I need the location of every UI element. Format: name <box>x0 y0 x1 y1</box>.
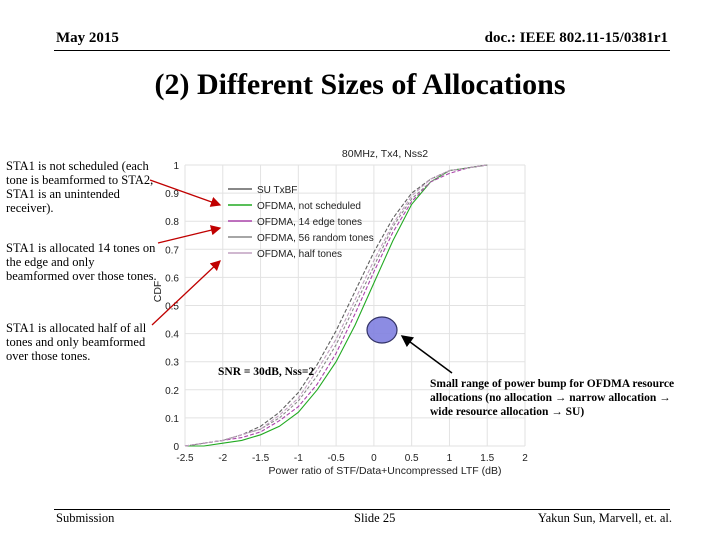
y-tick-label: 0.4 <box>165 330 179 341</box>
header-divider <box>54 50 670 51</box>
x-tick-label: -2 <box>218 453 227 464</box>
legend-entry: SU TxBF <box>257 185 297 196</box>
chart-title: 80MHz, Tx4, Nss2 <box>342 148 428 160</box>
power-bump-note: Small range of power bump for OFDMA reso… <box>430 378 675 418</box>
y-tick-label: 0.3 <box>165 358 179 369</box>
y-tick-label: 0.1 <box>165 414 179 425</box>
legend-entry: OFDMA, 14 edge tones <box>257 217 362 228</box>
y-tick-label: 1 <box>173 161 179 172</box>
slide-title: (2) Different Sizes of Allocations <box>154 68 566 101</box>
note-arrow-3 <box>151 260 221 326</box>
y-tick-label: 0.6 <box>165 273 179 284</box>
snr-label: SNR = 30dB, Nss=2 <box>218 366 315 378</box>
note-edge-tones: STA1 is allocated 14 tones on the edge a… <box>6 241 157 283</box>
y-axis-label: CDF <box>152 281 164 303</box>
y-tick-label: 0.2 <box>165 386 179 397</box>
note-arrow-1 <box>149 179 222 207</box>
x-tick-label: -2.5 <box>176 453 194 464</box>
x-tick-label: 0 <box>371 453 377 464</box>
legend-entry: OFDMA, half tones <box>257 249 342 260</box>
x-tick-label: 1 <box>447 453 453 464</box>
x-tick-label: -1 <box>294 453 303 464</box>
x-tick-label: 0.5 <box>405 453 419 464</box>
header-date: May 2015 <box>56 30 119 46</box>
y-tick-label: 0.5 <box>165 302 179 313</box>
y-tick-label: 0 <box>173 442 179 453</box>
footer-submission: Submission <box>56 511 115 525</box>
x-tick-label: 1.5 <box>480 453 494 464</box>
y-tick-label: 0.9 <box>165 189 179 200</box>
series-line-3 <box>184 164 488 447</box>
legend-entry: OFDMA, 56 random tones <box>257 233 374 244</box>
header-doc-id: doc.: IEEE 802.11-15/0381r1 <box>484 30 668 46</box>
x-tick-label: 2 <box>522 453 528 464</box>
series-line-5 <box>184 164 488 447</box>
note-half-tones: STA1 is allocated half of all tones and … <box>6 321 147 363</box>
note-arrow-2 <box>157 225 222 244</box>
bump-arrow <box>400 335 453 374</box>
y-tick-label: 0.8 <box>165 217 179 228</box>
footer-divider <box>54 509 670 510</box>
note-not-scheduled: STA1 is not scheduled (each tone is beam… <box>6 159 154 215</box>
footer-author: Yakun Sun, Marvell, et. al. <box>537 511 672 525</box>
x-tick-label: -1.5 <box>252 453 270 464</box>
x-tick-label: -0.5 <box>327 453 345 464</box>
legend-entry: OFDMA, not scheduled <box>257 201 361 212</box>
y-tick-label: 0.7 <box>165 245 179 256</box>
footer-slide-number: Slide 25 <box>354 511 396 525</box>
x-axis-label: Power ratio of STF/Data+Uncompressed LTF… <box>269 465 502 477</box>
highlight-circle <box>366 316 398 344</box>
